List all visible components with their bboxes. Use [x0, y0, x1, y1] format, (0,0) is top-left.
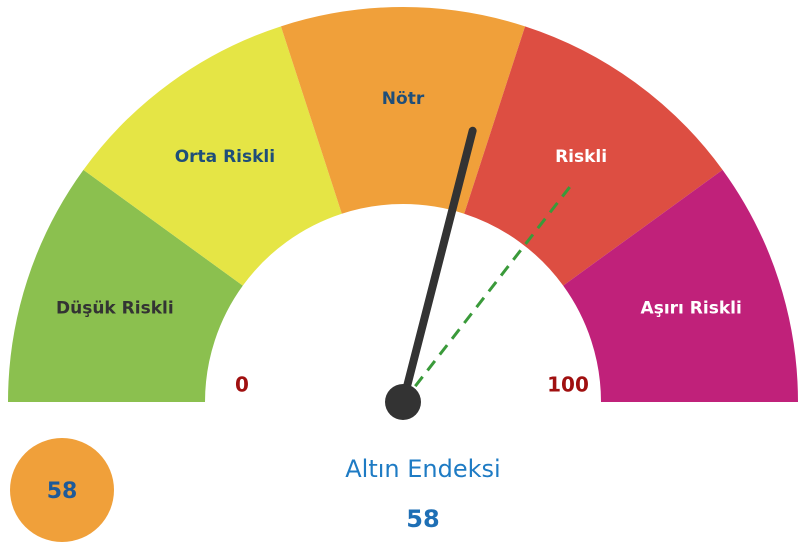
band-label: Aşırı Riskli: [641, 298, 742, 318]
gauge-band: [464, 26, 723, 286]
gauge-band: [563, 169, 798, 402]
min-label: 0: [235, 373, 249, 397]
band-label: Düşük Riskli: [56, 298, 174, 318]
gauge-value: 58: [406, 505, 439, 533]
gauge-band: [8, 169, 243, 402]
band-label: Riskli: [555, 147, 607, 167]
gauge-band: [83, 26, 342, 286]
badge-value: 58: [47, 479, 78, 504]
reference-needle: [401, 183, 573, 403]
value-badge: [10, 438, 114, 542]
needle-hub: [385, 384, 421, 420]
band-label: Nötr: [382, 89, 425, 109]
chart-title: Altın Endeksi: [345, 455, 500, 483]
band-label: Orta Riskli: [175, 147, 275, 167]
max-label: 100: [547, 373, 589, 397]
needle: [399, 126, 477, 406]
